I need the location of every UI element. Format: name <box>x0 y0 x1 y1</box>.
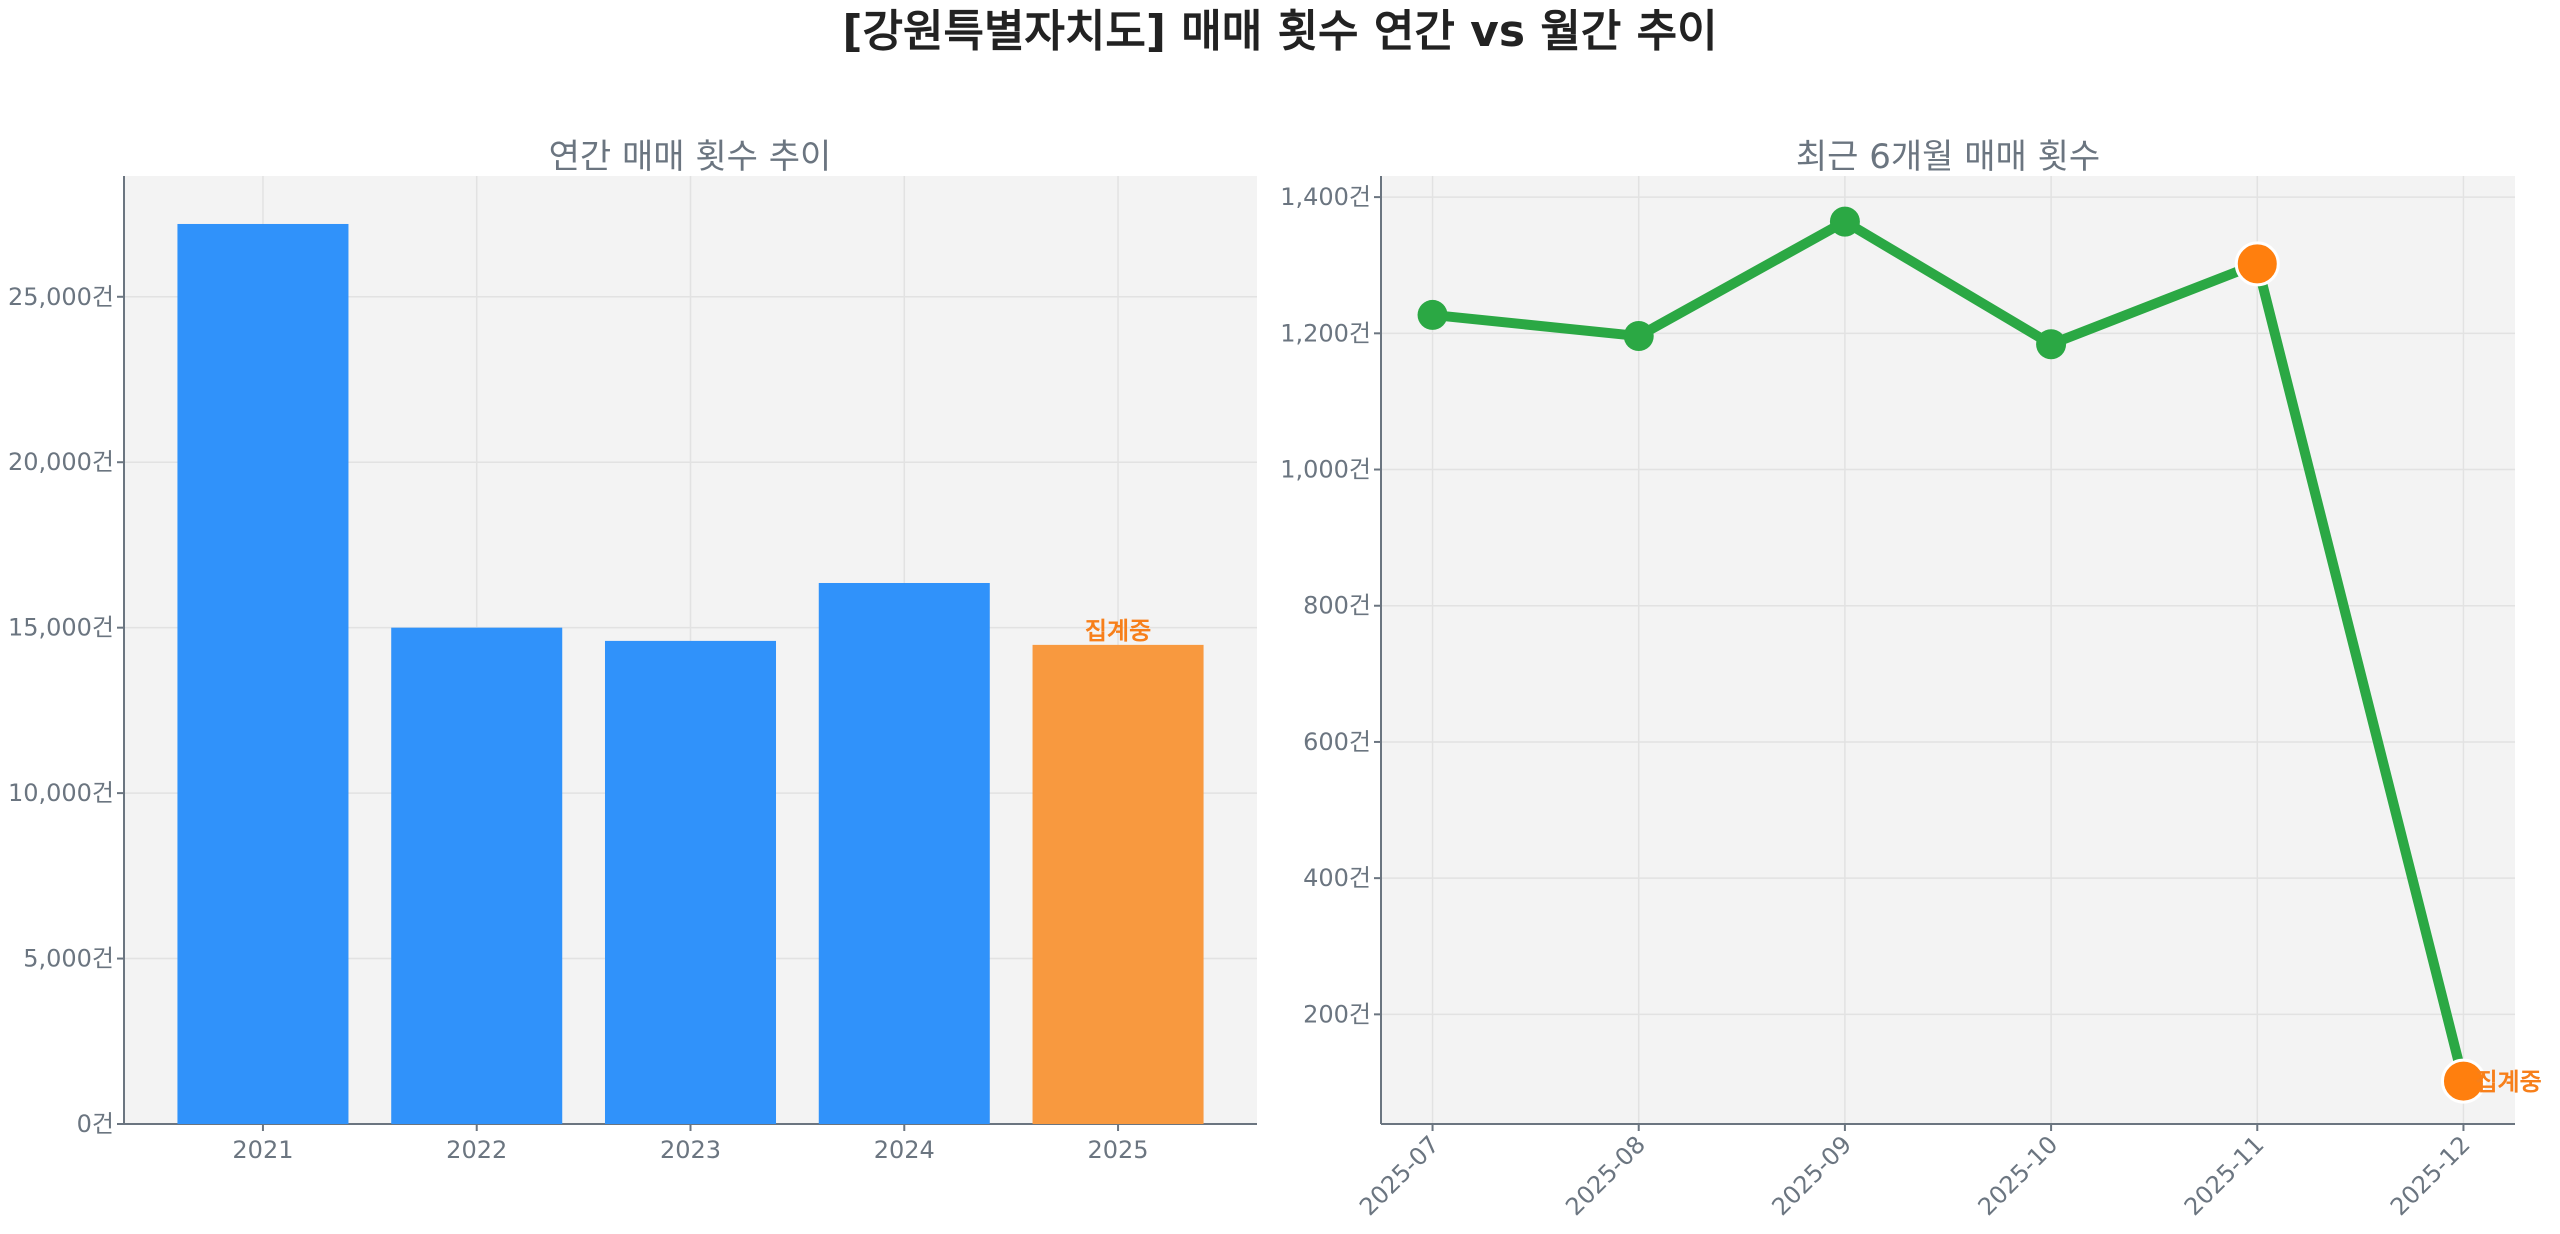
y-tick-label: 0건 <box>77 1110 114 1138</box>
x-tick-label: 2021 <box>232 1136 293 1164</box>
bar-2021 <box>177 223 349 1124</box>
point-2025-07 <box>1417 299 1448 330</box>
y-tick-label: 1,000건 <box>1280 456 1371 484</box>
x-tick-label: 2022 <box>446 1136 507 1164</box>
series-line <box>1432 216 2469 1083</box>
x-tick-label: 2025 <box>1088 1136 1149 1164</box>
x-tick-label: 2025-10 <box>1973 1130 2064 1221</box>
x-tick-label: 2025-12 <box>2385 1130 2476 1221</box>
y-tick-label: 20,000건 <box>8 448 114 476</box>
figure-title: [강원특별자치도] 매매 횟수 연간 vs 월간 추이 <box>842 6 1717 57</box>
partial-annotation: 집계중 <box>1085 617 1151 645</box>
bar-chart-title: 연간 매매 횟수 추이 <box>549 137 832 177</box>
point-2025-09 <box>1829 206 1860 237</box>
y-tick-label: 10,000건 <box>8 779 114 807</box>
bar-2023 <box>604 640 777 1124</box>
partial-annotation: 집계중 <box>2475 1068 2541 1096</box>
y-tick-label: 400건 <box>1303 864 1371 892</box>
x-tick-label: 2024 <box>874 1136 935 1164</box>
annual-bar-chart: 연간 매매 횟수 추이 0건 5,000건 10,000건 15,000건 20,000… <box>8 137 1257 1164</box>
monthly-line-chart: 최근 6개월 매매 횟수 200건 400건 600건 800건 1,000건 1,200… <box>1280 137 2542 1221</box>
y-tick-label: 5,000건 <box>23 945 114 973</box>
x-tick-label: 2023 <box>660 1136 721 1164</box>
plot-background <box>1381 176 2515 1124</box>
x-tick-label: 2025-08 <box>1560 1130 1651 1221</box>
point-2025-11 <box>2234 241 2280 287</box>
bar-2022 <box>391 627 563 1124</box>
point-2025-08 <box>1623 321 1654 352</box>
line-chart-title: 최근 6개월 매매 횟수 <box>1796 137 2100 177</box>
point-2025-12 <box>2440 1058 2486 1104</box>
bar-2024 <box>818 582 990 1124</box>
y-tick-label: 25,000건 <box>8 283 114 311</box>
y-tick-label: 200건 <box>1303 1000 1371 1028</box>
x-tick-label: 2025-09 <box>1766 1130 1857 1221</box>
y-tick-label: 15,000건 <box>8 614 114 642</box>
y-tick-label: 800건 <box>1303 592 1371 620</box>
y-tick-label: 1,200건 <box>1280 319 1371 347</box>
x-tick-label: 2025-07 <box>1354 1130 1445 1221</box>
y-tick-label: 1,400건 <box>1280 183 1371 211</box>
y-tick-label: 600건 <box>1303 728 1371 756</box>
point-2025-10 <box>2036 329 2067 360</box>
bar-2025 <box>1032 644 1204 1124</box>
x-tick-label: 2025-11 <box>2179 1130 2270 1221</box>
